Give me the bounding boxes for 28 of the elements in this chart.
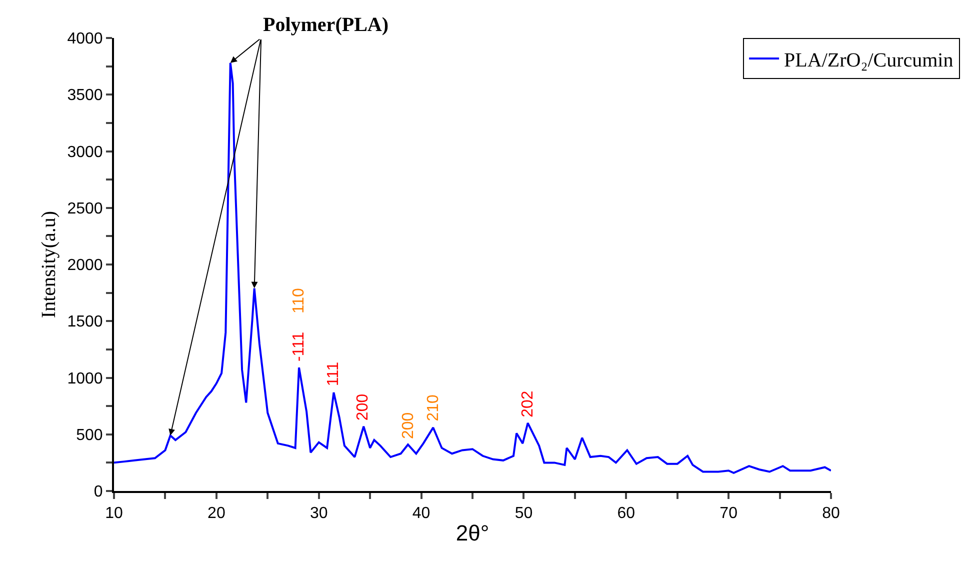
annotation: 110 [290,288,308,314]
x-tick-label: 50 [514,505,533,522]
annotation: Polymer(PLA) [263,14,389,36]
y-tick-label: 2500 [67,200,103,218]
y-axis-title: Intensity(a.u) [38,210,60,318]
y-tick-label: 3500 [67,87,103,104]
annotation: -111 [290,332,308,362]
x-tick-label: 80 [822,505,840,522]
y-tick-label: 500 [76,426,103,444]
x-axis-title: 2θ° [456,520,490,546]
x-tick-label: 10 [105,505,123,522]
annotation: 210 [425,394,442,422]
x-tick-label: 70 [720,505,738,522]
x-tick-label: 20 [208,505,226,522]
x-tick-label: 60 [617,505,636,522]
x-tick-label: 30 [310,505,328,522]
annotation: 200 [400,412,417,440]
y-tick-label: 0 [94,484,103,501]
y-tick-label: 3000 [67,144,103,161]
y-tick-label: 1000 [67,370,103,388]
y-tick-label: 2000 [67,257,103,274]
y-tick-label: 4000 [67,30,103,48]
annotation: 200 [354,394,372,421]
legend-label: PLA/ZrO₂/Curcumin [784,49,954,72]
y-tick-label: 1500 [67,314,103,331]
annotation: 111 [325,362,342,386]
x-tick-label: 40 [412,505,430,522]
annotation: 202 [519,390,536,418]
